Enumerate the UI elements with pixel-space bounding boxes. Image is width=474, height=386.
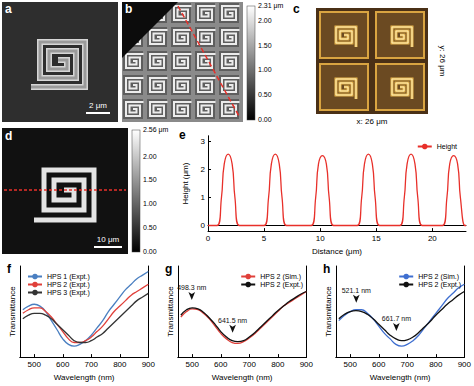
svg-text:1: 1 [201, 193, 206, 202]
svg-text:521.1 nm: 521.1 nm [342, 287, 371, 294]
svg-text:0.00: 0.00 [143, 248, 157, 255]
svg-text:2.31 μm: 2.31 μm [258, 2, 284, 10]
svg-text:20: 20 [428, 234, 437, 243]
svg-text:1.00: 1.00 [143, 200, 157, 207]
svg-text:0: 0 [206, 234, 211, 243]
svg-text:HPS 2 (Sim.): HPS 2 (Sim.) [260, 273, 301, 281]
svg-text:c: c [293, 2, 300, 16]
svg-text:2.00: 2.00 [258, 17, 272, 24]
svg-text:HPS 3 (Expt.): HPS 3 (Expt.) [47, 289, 90, 297]
svg-text:700: 700 [243, 360, 257, 369]
svg-text:600: 600 [372, 360, 386, 369]
svg-text:1.50: 1.50 [258, 42, 272, 49]
svg-text:Wavelength (nm): Wavelength (nm) [370, 373, 431, 382]
svg-text:498.3 nm: 498.3 nm [177, 284, 206, 291]
svg-text:500: 500 [186, 360, 200, 369]
svg-text:0.50: 0.50 [258, 91, 272, 98]
svg-text:Transmittance: Transmittance [166, 286, 175, 337]
svg-text:2 μm: 2 μm [89, 101, 107, 110]
svg-text:600: 600 [214, 360, 228, 369]
svg-text:1.50: 1.50 [143, 176, 157, 183]
svg-text:900: 900 [300, 360, 314, 369]
svg-text:d: d [5, 129, 12, 143]
svg-text:b: b [125, 2, 132, 16]
svg-text:f: f [7, 262, 12, 276]
svg-text:600: 600 [56, 360, 70, 369]
svg-text:800: 800 [113, 360, 127, 369]
svg-text:1.00: 1.00 [258, 66, 272, 73]
svg-text:g: g [165, 262, 172, 276]
svg-text:h: h [323, 262, 330, 276]
svg-text:700: 700 [401, 360, 415, 369]
svg-text:500: 500 [344, 360, 358, 369]
svg-text:15: 15 [372, 234, 381, 243]
svg-text:2.56 μm: 2.56 μm [143, 126, 169, 134]
svg-text:a: a [5, 2, 12, 16]
svg-text:HPS 2 (Expt.): HPS 2 (Expt.) [260, 281, 303, 289]
svg-text:HPS 2 (Expt.): HPS 2 (Expt.) [418, 281, 461, 289]
svg-text:641.5 nm: 641.5 nm [218, 317, 247, 324]
svg-text:900: 900 [458, 360, 472, 369]
svg-text:2.00: 2.00 [143, 153, 157, 160]
svg-text:HPS 1 (Expt.): HPS 1 (Expt.) [47, 273, 90, 281]
svg-text:Height: Height [437, 143, 457, 151]
svg-text:0: 0 [201, 221, 206, 230]
svg-text:0.00: 0.00 [258, 116, 272, 123]
svg-text:y: 26 μm: y: 26 μm [438, 46, 447, 77]
svg-text:HPS 2 (Expt.): HPS 2 (Expt.) [47, 281, 90, 289]
svg-text:2: 2 [201, 165, 206, 174]
svg-text:Transmittance: Transmittance [8, 286, 17, 337]
svg-text:3: 3 [201, 137, 206, 146]
svg-text:10: 10 [316, 234, 325, 243]
svg-text:Transmittance: Transmittance [324, 286, 333, 337]
svg-text:Wavelength (nm): Wavelength (nm) [212, 373, 273, 382]
svg-text:500: 500 [28, 360, 42, 369]
svg-text:Height (μm): Height (μm) [181, 162, 190, 204]
svg-text:0.50: 0.50 [143, 224, 157, 231]
svg-text:HPS 2 (Sim.): HPS 2 (Sim.) [418, 273, 459, 281]
svg-text:e: e [179, 128, 186, 142]
svg-text:Wavelength (nm): Wavelength (nm) [54, 373, 115, 382]
svg-text:800: 800 [271, 360, 285, 369]
svg-text:700: 700 [85, 360, 99, 369]
svg-text:661.7 nm: 661.7 nm [382, 315, 411, 322]
svg-text:5: 5 [262, 234, 267, 243]
svg-text:800: 800 [429, 360, 443, 369]
svg-text:10 μm: 10 μm [97, 235, 120, 244]
svg-text:Distance (μm): Distance (μm) [312, 247, 362, 256]
svg-text:x: 26 μm: x: 26 μm [357, 117, 388, 126]
svg-text:900: 900 [142, 360, 156, 369]
